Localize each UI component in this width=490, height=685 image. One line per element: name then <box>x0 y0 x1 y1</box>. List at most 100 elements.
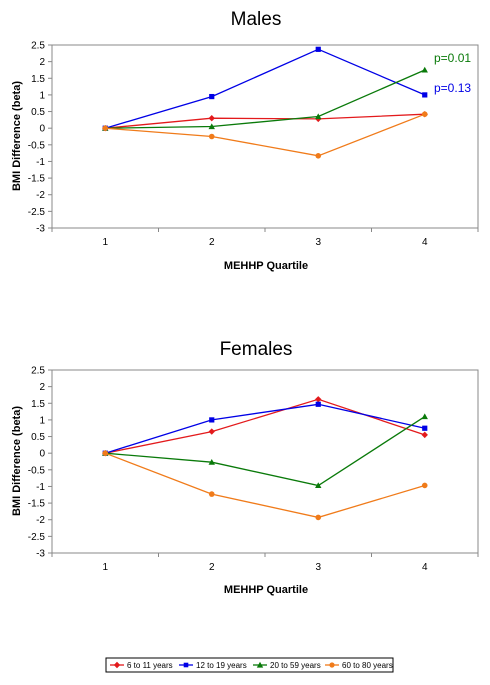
y-tick-label: -1.5 <box>28 174 46 185</box>
chart-females: Females 2.5 2 1.5 1 0.5 0 -0.5 -1 -1.5 -2 -2.5 -3 1… <box>11 339 479 596</box>
x-axis-label: MEHHP Quartile <box>224 584 308 596</box>
series-line <box>102 396 428 457</box>
y-tick-label: -2 <box>36 190 45 201</box>
triangle-marker-icon <box>256 661 264 668</box>
square-marker-icon <box>183 662 189 668</box>
y-tick-label: 2.5 <box>31 41 45 52</box>
legend-label: 6 to 11 years <box>127 661 173 670</box>
legend-label: 12 to 19 years <box>196 661 247 670</box>
data-series <box>102 46 428 159</box>
chart-males: Males 2.5 2 1.5 1 0.5 0 -0.5 -1 -1.5 -2 -2.5 -3 1 2 3… <box>11 9 479 272</box>
triangle-marker <box>208 458 215 465</box>
x-axis-ticks: 1 2 3 4 <box>51 228 479 248</box>
circle-marker <box>421 111 428 118</box>
plot-area <box>51 369 479 554</box>
y-axis-ticks: 2.5 2 1.5 1 0.5 0 -0.5 -1 -1.5 -2 -2.5 -3 <box>28 41 52 235</box>
annotation-p-value: p=0.01 <box>434 51 471 65</box>
y-tick-label: 2.5 <box>31 366 45 377</box>
y-tick-label: -0.5 <box>28 465 46 476</box>
circle-marker <box>315 514 322 521</box>
square-marker <box>315 46 321 52</box>
y-tick-label: 0 <box>39 449 45 460</box>
series-line <box>102 111 428 159</box>
y-tick-label: 0 <box>39 124 45 135</box>
y-tick-label: -1 <box>36 157 45 168</box>
y-tick-label: 2 <box>39 57 45 68</box>
triangle-marker <box>421 413 428 420</box>
y-axis-label: BMI Difference (beta) <box>11 81 23 191</box>
circle-marker <box>208 133 215 140</box>
legend-item: 12 to 19 years <box>179 661 247 670</box>
y-tick-label: 1 <box>39 90 45 101</box>
y-tick-label: -2.5 <box>28 207 46 218</box>
series-path <box>105 113 426 157</box>
y-tick-label: 1.5 <box>31 399 45 410</box>
legend: 6 to 11 years 12 to 19 years 20 to 59 ye… <box>105 657 394 673</box>
y-tick-label: -1.5 <box>28 499 46 510</box>
legend-item: 20 to 59 years <box>253 661 321 670</box>
legend-label: 60 to 80 years <box>342 661 393 670</box>
series-path <box>105 398 426 454</box>
y-tick-label: 1.5 <box>31 74 45 85</box>
y-axis-label: BMI Difference (beta) <box>11 406 23 516</box>
data-series <box>102 396 428 521</box>
x-tick-label: 3 <box>315 237 321 248</box>
series-path <box>105 403 425 454</box>
x-axis-ticks: 1 2 3 4 <box>51 553 479 573</box>
y-tick-label: -1 <box>36 482 45 493</box>
legend-item: 6 to 11 years <box>110 661 173 670</box>
series-path <box>105 69 426 129</box>
x-tick-label: 2 <box>209 237 215 248</box>
triangle-marker <box>315 113 322 120</box>
circle-marker <box>102 125 109 131</box>
legend-box <box>105 657 394 673</box>
y-tick-label: -2 <box>36 515 45 526</box>
triangle-marker <box>421 66 428 73</box>
y-tick-label: 0.5 <box>31 107 45 118</box>
x-tick-label: 3 <box>315 562 321 573</box>
series-path <box>105 452 425 519</box>
series-line <box>102 450 428 521</box>
circle-marker <box>208 491 215 497</box>
square-marker <box>315 401 321 407</box>
diamond-marker-icon <box>113 661 121 669</box>
square-marker <box>422 425 428 431</box>
chart-title: Females <box>220 339 293 360</box>
x-tick-label: 1 <box>102 562 108 573</box>
y-tick-label: -3 <box>36 224 45 235</box>
annotation-p-value: p=0.13 <box>434 81 471 95</box>
square-marker <box>422 92 428 98</box>
legend-item: 60 to 80 years <box>325 661 393 670</box>
series-path <box>105 113 425 129</box>
y-tick-label: -0.5 <box>28 140 46 151</box>
square-marker <box>209 417 215 423</box>
y-tick-label: 1 <box>39 415 45 426</box>
y-axis-ticks: 2.5 2 1.5 1 0.5 0 -0.5 -1 -1.5 -2 -2.5 -3 <box>28 366 52 560</box>
diamond-marker <box>208 115 215 122</box>
diamond-marker <box>421 431 428 439</box>
x-tick-label: 4 <box>422 562 428 573</box>
x-tick-label: 2 <box>209 562 215 573</box>
series-line <box>102 66 428 131</box>
series-path <box>105 416 426 487</box>
chart-title: Males <box>231 9 282 30</box>
series-line <box>102 401 428 456</box>
x-axis-label: MEHHP Quartile <box>224 260 308 272</box>
triangle-marker <box>208 123 215 130</box>
circle-marker-icon <box>329 662 335 668</box>
y-tick-label: 2 <box>39 382 45 393</box>
square-marker <box>209 93 215 100</box>
legend-label: 20 to 59 years <box>270 661 321 670</box>
circle-marker <box>315 152 322 159</box>
y-tick-label: -3 <box>36 549 45 560</box>
diamond-marker <box>208 428 215 435</box>
y-tick-label: 0.5 <box>31 432 45 443</box>
diamond-marker <box>315 396 322 403</box>
series-line <box>102 413 428 489</box>
series-path <box>105 48 426 129</box>
x-tick-label: 1 <box>102 237 108 248</box>
circle-marker <box>421 482 428 489</box>
x-tick-label: 4 <box>422 237 428 248</box>
circle-marker <box>102 450 109 456</box>
